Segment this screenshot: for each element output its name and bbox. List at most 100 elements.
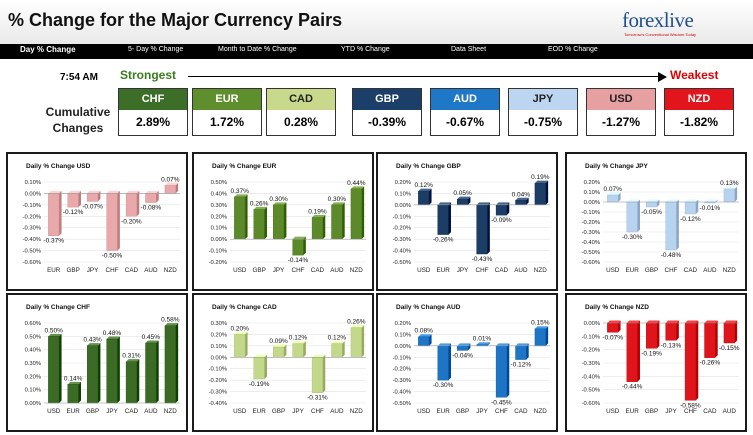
tab-5day-change[interactable]: 5- Day % Change — [128, 46, 184, 53]
data-label: -0.01% — [700, 205, 721, 212]
cumulative-changes-label: Cumulative Changes — [40, 104, 116, 136]
bar-side — [487, 202, 490, 254]
bar-chart: Daily % Change NZD 0.00% -0.10% -0.20% -0.30… — [582, 304, 740, 415]
x-tick-label: JPY — [665, 408, 677, 415]
y-tick-label: -0.50% — [23, 249, 41, 255]
bar-top — [534, 326, 549, 329]
y-tick-label: -0.40% — [393, 390, 411, 396]
tab-data-sheet[interactable]: Data Sheet — [451, 46, 487, 53]
y-tick-label: -0.40% — [582, 240, 600, 246]
x-tick-label: AUD — [330, 408, 344, 415]
x-tick-label: CAD — [495, 267, 509, 274]
data-label: 0.14% — [64, 375, 83, 382]
x-tick-label: EUR — [436, 267, 450, 274]
bar-side — [637, 199, 640, 232]
bar-nzd — [164, 325, 176, 404]
bar-eur — [67, 384, 79, 404]
bar-gbp — [253, 209, 265, 240]
bar-side — [734, 320, 738, 343]
y-tick-label: -0.10% — [393, 214, 411, 220]
y-tick-label: 0.10% — [25, 180, 41, 186]
bar-top — [496, 202, 510, 205]
bar-cad — [704, 322, 716, 358]
y-tick-label: 0.30% — [211, 321, 227, 327]
y-tick-label: -0.40% — [209, 401, 227, 407]
data-label: 0.58% — [161, 317, 180, 324]
data-label: -0.44% — [622, 384, 643, 391]
data-label: -0.31% — [307, 395, 328, 402]
data-label: -0.19% — [641, 350, 662, 357]
tab-ytd-change[interactable]: YTD % Change — [341, 46, 390, 53]
bar-side — [245, 194, 248, 240]
bar-top — [145, 340, 159, 343]
tab-month-to-date[interactable]: Month to Date % Change — [218, 46, 297, 53]
data-label: 0.26% — [250, 200, 269, 207]
x-tick-label: CHF — [495, 408, 508, 415]
bar-jpy — [273, 204, 285, 240]
bar-side — [618, 320, 621, 333]
bar-top — [626, 199, 640, 202]
data-label: 0.07% — [603, 186, 622, 193]
bar-top — [312, 214, 326, 218]
bar-jpy — [87, 193, 99, 202]
bar-side — [429, 188, 432, 205]
y-tick-label: 0.20% — [395, 321, 411, 327]
data-label: -0.26% — [700, 360, 721, 367]
bar-side — [656, 199, 660, 207]
bar-side — [283, 344, 287, 358]
bar-eur — [626, 201, 638, 233]
bar-side — [695, 320, 699, 401]
bar-top — [87, 190, 101, 194]
bar-side — [59, 333, 62, 403]
bar-top — [646, 320, 660, 323]
bar-top — [723, 186, 738, 189]
y-tick-label: 0.10% — [584, 190, 600, 196]
x-tick-label: AUD — [144, 267, 158, 274]
bar-side — [526, 197, 529, 205]
tab-eod-change[interactable]: EOD % Change — [548, 46, 598, 53]
currency-code: EUR — [193, 89, 261, 110]
bar-top — [273, 344, 287, 347]
bar-cad — [125, 193, 137, 217]
bar-aud — [723, 322, 735, 344]
tab-day-change[interactable]: Day % Change — [20, 45, 76, 54]
x-tick-label: AUD — [144, 408, 158, 415]
currency-change-value: -1.82% — [679, 115, 719, 129]
x-tick-label: USD — [233, 408, 247, 415]
bar-top — [626, 320, 640, 323]
x-tick-label: JPY — [106, 408, 118, 415]
bar-chf — [311, 357, 323, 393]
x-tick-label: NZD — [350, 267, 363, 274]
y-tick-label: 0.00% — [25, 191, 41, 197]
bar-chf — [106, 193, 118, 251]
data-label: 0.01% — [473, 336, 492, 343]
data-label: -0.14% — [288, 257, 309, 264]
chart-title: Daily % Change USD — [26, 163, 91, 170]
forexlive-logo[interactable]: forexlive Tomorrow's Conventional Wisdom… — [622, 8, 732, 38]
x-tick-label: AUD — [330, 267, 344, 274]
data-label: 0.07% — [161, 176, 180, 183]
currency-tile-usd: USD -1.27% — [586, 88, 656, 136]
bar-side — [467, 343, 471, 351]
bar-top — [67, 190, 81, 194]
bar-side — [303, 236, 306, 256]
currency-change-value: 1.72% — [209, 115, 245, 129]
y-tick-label: 0.20% — [211, 214, 227, 220]
bar-top — [437, 343, 451, 346]
x-tick-label: USD — [417, 267, 431, 274]
data-label: 0.44% — [347, 180, 366, 187]
bar-chf — [495, 345, 507, 398]
data-label: 0.37% — [230, 188, 249, 195]
bar-gbp — [646, 201, 658, 208]
y-tick-label: -0.60% — [23, 260, 41, 266]
bar-top — [273, 202, 287, 205]
y-tick-label: -0.20% — [582, 348, 600, 354]
x-tick-label: NZD — [723, 267, 736, 274]
bar-cad — [495, 204, 507, 216]
data-label: -0.09% — [491, 217, 512, 224]
y-tick-label: 0.60% — [25, 321, 41, 327]
bar-side — [618, 192, 621, 202]
bar-top — [331, 202, 345, 205]
bar-side — [506, 202, 510, 216]
y-tick-label: -0.50% — [582, 388, 600, 394]
